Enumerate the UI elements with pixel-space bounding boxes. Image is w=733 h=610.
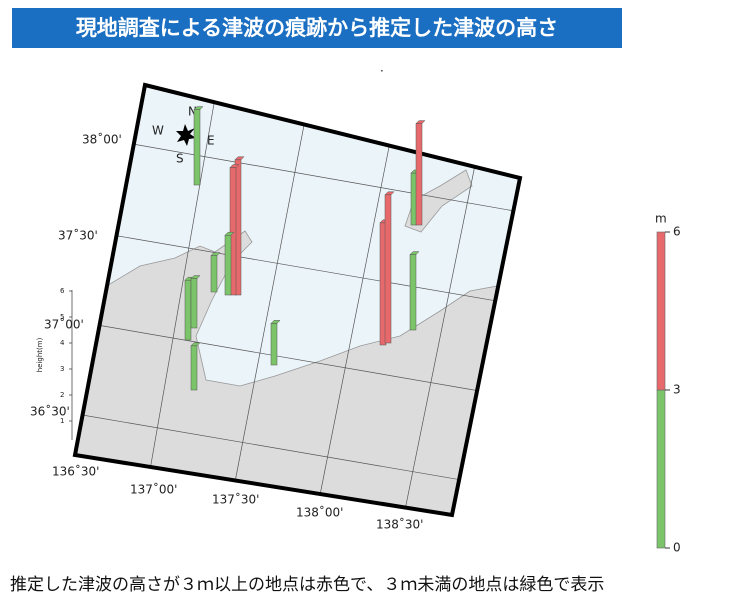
site-bar-top <box>229 164 240 168</box>
site-bar <box>224 234 232 296</box>
compass-w: W <box>152 124 164 138</box>
site-bar <box>415 123 423 226</box>
colorbar-segment <box>656 231 666 391</box>
lon-label: 138˚00' <box>296 505 343 520</box>
compass-star <box>176 124 196 146</box>
caption: 推定した津波の高さが３ｍ以上の地点は赤色で、３ｍ未満の地点は緑色で表示 <box>10 575 605 595</box>
site-bar-top <box>270 320 281 324</box>
site-bar-top <box>234 156 245 161</box>
lat-label: 37˚30' <box>58 228 98 243</box>
site-bar <box>190 345 198 391</box>
site-bar-top <box>409 251 420 255</box>
map: . 38˚00' 37˚30' 37˚00' 36˚30' 136˚30' 13… <box>30 61 681 555</box>
site-bar-top <box>384 191 395 196</box>
site-bar-top <box>190 342 201 347</box>
compass: N W E S <box>152 105 215 166</box>
colorbar-tick-label: 0 <box>673 541 681 555</box>
height-axis-label: height(m) <box>36 337 44 372</box>
lon-label: 137˚00' <box>130 482 177 497</box>
title-banner: 現地調査による津波の痕跡から推定した津波の高さ <box>12 8 622 48</box>
site-bar <box>210 255 218 293</box>
compass-e: E <box>207 134 215 148</box>
site-bar-top <box>210 252 221 256</box>
lon-label: 137˚30' <box>212 492 259 507</box>
height-axis-tick-label: 3 <box>60 365 64 373</box>
compass-s: S <box>176 152 184 166</box>
height-axis-tick-label: 6 <box>60 287 65 295</box>
lon-label: 138˚30' <box>376 517 423 532</box>
height-axis-tick-label: 2 <box>60 391 64 399</box>
site-bar-top <box>190 275 201 279</box>
colorbar-unit: m <box>655 212 667 226</box>
lon-label: 136˚30' <box>52 464 99 479</box>
graticule <box>75 97 520 511</box>
colorbar-segment <box>656 389 666 549</box>
height-axis-tick-label: 5 <box>60 313 64 321</box>
site-bar-top <box>224 231 235 236</box>
site-bar <box>270 323 278 366</box>
site-bar <box>190 278 198 329</box>
site-bar-top <box>415 120 426 124</box>
site-bar <box>193 109 201 186</box>
land <box>75 230 520 515</box>
height-axis-tick-label: 4 <box>60 339 65 347</box>
colorbar-tick-label: 6 <box>673 225 681 239</box>
lat-label: 38˚00' <box>82 132 122 147</box>
site-bar <box>384 194 392 344</box>
dynamic: 0 3 6 1 2 3 4 5 6 <box>60 106 681 555</box>
dot: . <box>380 61 384 75</box>
site-bar-top <box>193 106 204 110</box>
lat-label: 37˚00' <box>44 317 84 332</box>
map-frame <box>72 82 523 518</box>
lat-label: 36˚30' <box>30 404 70 419</box>
height-axis-tick-label: 1 <box>60 417 64 425</box>
compass-n: N <box>188 105 197 119</box>
site-bar <box>184 279 192 341</box>
site-bar <box>409 254 417 331</box>
colorbar-tick-label: 3 <box>673 383 681 397</box>
